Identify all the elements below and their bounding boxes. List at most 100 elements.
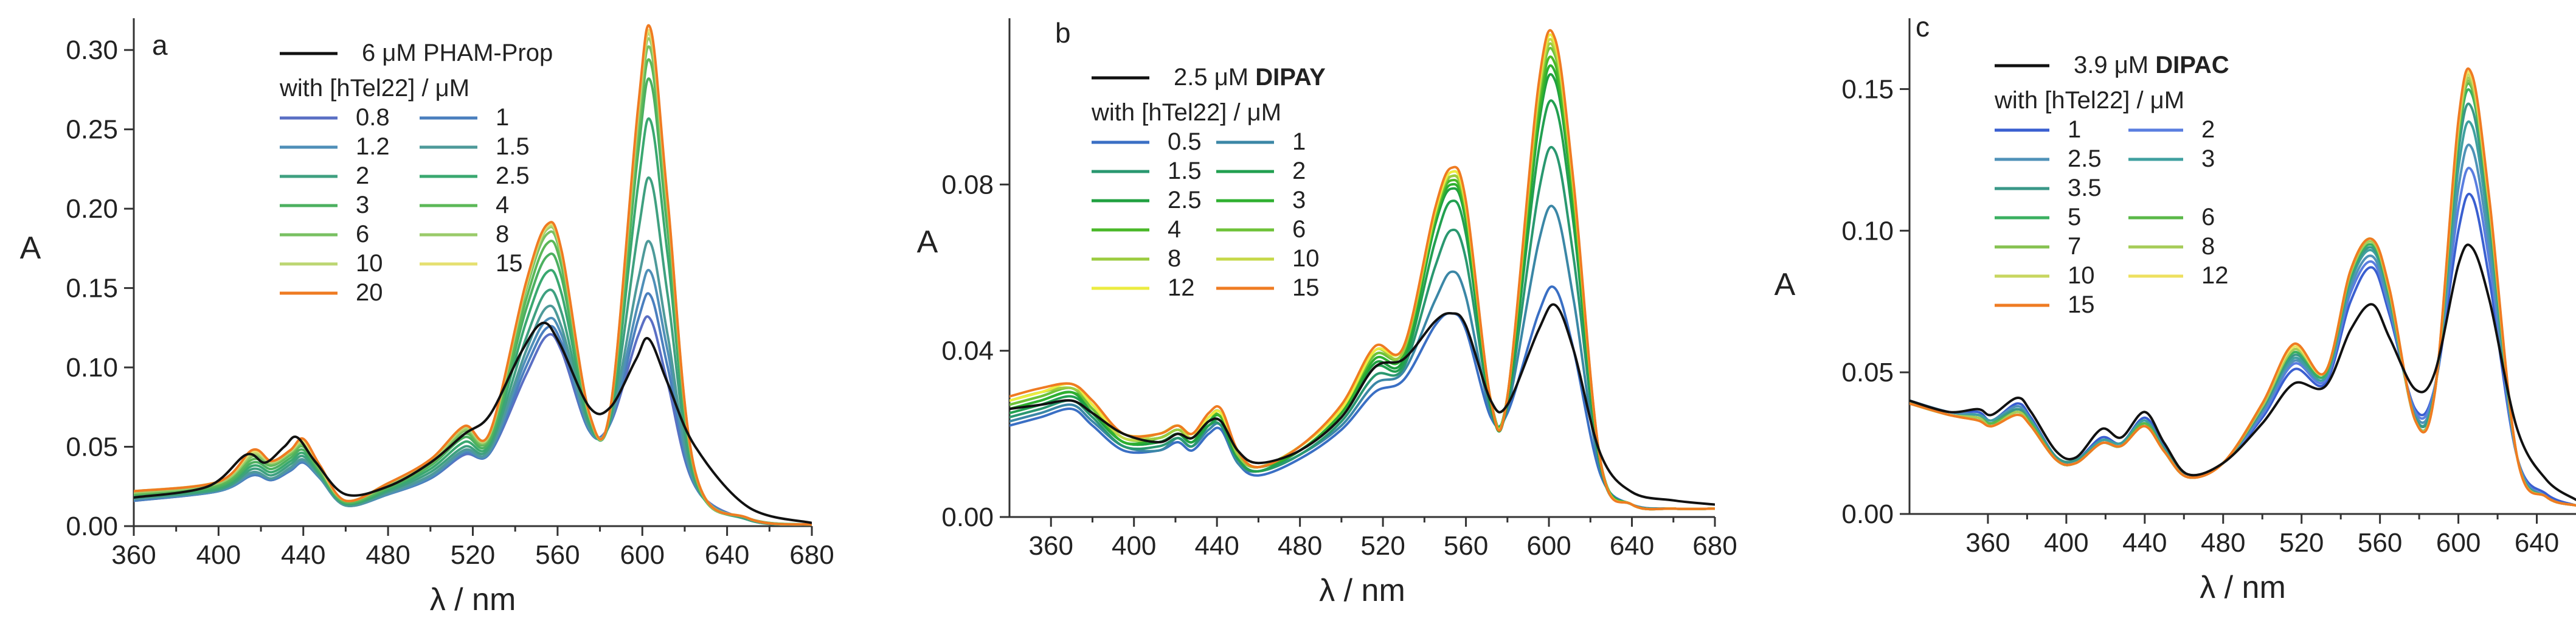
y-tick-label: 0.00 (66, 512, 118, 541)
y-tick-label: 0.05 (66, 432, 118, 462)
legend-label: 12 (2201, 262, 2229, 289)
panel-letter: c (1916, 11, 1930, 43)
x-tick-label: 400 (1112, 531, 1156, 561)
series-line (134, 292, 812, 526)
x-tick-label: 480 (365, 540, 410, 570)
series-line (1909, 192, 2576, 507)
x-tick-label: 480 (1278, 531, 1322, 561)
legend-title-conc: 2.5 μM (1174, 64, 1255, 91)
y-tick-label: 0.25 (66, 115, 118, 145)
legend-label: 3.5 (2068, 175, 2102, 201)
x-tick-label: 440 (281, 540, 325, 570)
y-tick-label: 0.30 (66, 35, 118, 65)
y-axis-label: A (20, 231, 41, 266)
panel-letter: a (152, 29, 168, 61)
series-line (134, 24, 812, 526)
y-tick-label: 0.15 (1841, 74, 1894, 104)
legend-title: 3.9 μM DIPAC (2074, 52, 2229, 78)
series-line (1009, 145, 1715, 510)
series-line (1009, 303, 1715, 506)
legend-subtitle: with [hTel22] / μM (1994, 87, 2184, 114)
legend: 6 μM PHAM-Prop with [hTel22] / μM0.8 1 1.2 1… (279, 40, 553, 306)
legend-label: 1.5 (1168, 158, 1202, 184)
legend-title-conc: 3.9 μM (2074, 52, 2155, 78)
legend-label: 6 (2201, 204, 2215, 231)
legend-title-name: DIPAC (2155, 52, 2229, 78)
legend-label: 1 (1292, 128, 1306, 155)
y-tick-label: 0.00 (1841, 499, 1894, 529)
x-tick-label: 400 (2044, 528, 2088, 558)
legend-label: 7 (2068, 233, 2081, 260)
x-axis-label: λ / nm (2200, 570, 2286, 605)
legend-label: 0.5 (1168, 128, 1202, 155)
legend-label: 4 (1168, 216, 1181, 243)
x-tick-label: 560 (2358, 528, 2402, 558)
legend-label: 2.5 (496, 162, 530, 189)
legend-subtitle: with [hTel22] / μM (1091, 99, 1281, 126)
y-tick-label: 0.08 (941, 170, 994, 200)
legend-label: 3 (1292, 187, 1306, 213)
panel-a: 360 400 440 480 520 560 600 640 680 0.00 0.05 0.10 0… (20, 18, 834, 617)
x-tick-label: 560 (535, 540, 580, 570)
series-line (1009, 73, 1715, 511)
legend-label: 12 (1168, 274, 1195, 301)
x-tick-label: 400 (196, 540, 241, 570)
x-tick-label: 480 (2201, 528, 2245, 558)
legend: 2.5 μM DIPAY with [hTel22] / μM0.5 1 1.5 2 2.… (1091, 64, 1326, 301)
y-tick-label: 0.04 (941, 336, 994, 366)
legend-title-conc: 6 μM (362, 40, 423, 66)
y-tick-label: 0.15 (66, 274, 118, 304)
legend-title: 2.5 μM DIPAY (1174, 64, 1326, 91)
curves (1009, 29, 1715, 511)
panel-c: 360 400 440 480 520 560 600 640 0.00 0.05 0.10 0.15… (1774, 11, 2576, 605)
y-tick-label: 0.10 (1841, 216, 1894, 246)
x-tick-label: 560 (1444, 531, 1488, 561)
series-line (134, 176, 812, 526)
series-line (1909, 243, 2576, 501)
series-line (1909, 68, 2576, 507)
legend-label: 1 (496, 104, 509, 131)
series-line (1009, 29, 1715, 511)
series-line (134, 315, 812, 526)
legend-label: 8 (496, 221, 509, 248)
legend-title-name: PHAM-Prop (423, 40, 553, 66)
x-tick-label: 680 (1692, 531, 1737, 561)
y-axis-label: A (917, 224, 938, 260)
x-tick-label: 360 (111, 540, 156, 570)
legend-subtitle: with [hTel22] / μM (279, 75, 469, 102)
curves (1909, 68, 2576, 507)
legend-label: 8 (2201, 233, 2215, 260)
x-axis-label: λ / nm (1319, 573, 1405, 608)
y-axis-label: A (1774, 267, 1796, 302)
legend-title-name: DIPAY (1255, 64, 1326, 91)
y-tick-label: 0.00 (941, 502, 994, 532)
legend-label: 1.5 (496, 133, 530, 160)
series-line (1009, 204, 1715, 510)
legend-label: 10 (1292, 245, 1320, 272)
legend-label: 10 (2068, 262, 2095, 289)
legend-label: 15 (496, 250, 523, 277)
legend-label: 15 (2068, 291, 2095, 318)
legend-title: 6 μM PHAM-Prop (362, 40, 553, 66)
legend-label: 20 (356, 279, 383, 306)
x-tick-label: 640 (2515, 528, 2559, 558)
series-line (1009, 99, 1715, 510)
legend-label: 1 (2068, 116, 2081, 143)
x-tick-label: 640 (1610, 531, 1654, 561)
x-tick-label: 360 (1965, 528, 2010, 558)
series-line (1909, 144, 2576, 507)
legend-label: 1.2 (356, 133, 390, 160)
legend-label: 3 (356, 192, 369, 218)
legend-label: 2 (2201, 116, 2215, 143)
legend-label: 15 (1292, 274, 1320, 301)
panel-b: 360 400 440 480 520 560 600 640 680 0.00 0.04 0.08 λ… (917, 17, 1737, 608)
legend-label: 6 (1292, 216, 1306, 243)
y-tick-label: 0.20 (66, 194, 118, 224)
x-tick-label: 520 (1360, 531, 1405, 561)
curves (134, 24, 812, 526)
x-tick-label: 600 (2436, 528, 2481, 558)
legend-label: 8 (1168, 245, 1181, 272)
series-line (134, 77, 812, 526)
